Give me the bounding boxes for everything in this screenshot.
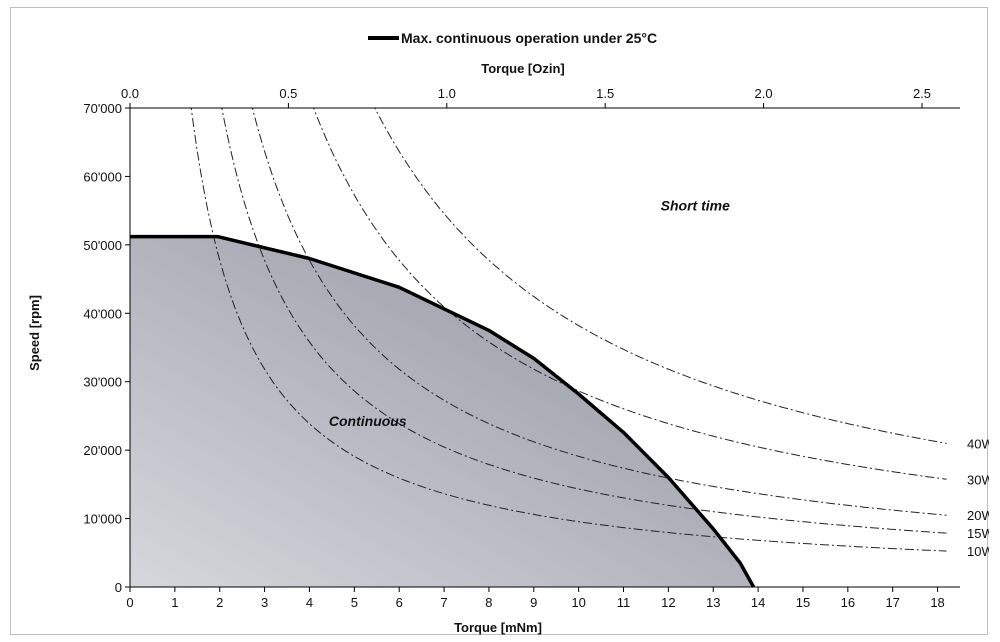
x-tick-label: 5 [351, 595, 358, 610]
series-label-30w: 30W [967, 472, 989, 487]
y-tick-label: 60'000 [83, 169, 122, 184]
legend-label: Max. continuous operation under 25°C [401, 30, 657, 46]
x-tick-label: 11 [617, 595, 631, 610]
power-curve-30w [313, 108, 947, 480]
x-tick-label: 6 [396, 595, 403, 610]
continuous-region-fill [130, 236, 754, 587]
x-tick-label: 10 [571, 595, 585, 610]
power-curve-40w [374, 108, 947, 444]
x-tick-label: 4 [306, 595, 313, 610]
x-tick-label: 13 [706, 595, 720, 610]
series-labels: 10W 15W 20W 30W 40W [967, 436, 989, 559]
y-tick-label: 10'000 [83, 512, 122, 527]
x2-tick-label: 1.0 [438, 86, 456, 101]
region-labels: Continuous Short time [329, 198, 730, 430]
region-label-short-time: Short time [661, 198, 730, 214]
series-label-15w: 15W [967, 526, 989, 541]
series-label-40w: 40W [967, 436, 989, 451]
x-tick-label: 1 [171, 595, 178, 610]
series-label-20w: 20W [967, 508, 989, 523]
x-tick-label: 3 [261, 595, 268, 610]
power-curves [190, 108, 947, 552]
x-tick-label: 0 [126, 595, 133, 610]
x-tick-label: 17 [885, 595, 899, 610]
x-tick-label: 16 [841, 595, 855, 610]
axes [129, 107, 960, 588]
y-axis-ticks: 0 10'000 20'000 30'000 40'000 50'000 60'000 70'… [83, 101, 130, 595]
x2-tick-label: 2.0 [755, 86, 773, 101]
x-tick-label: 9 [530, 595, 537, 610]
y-tick-label: 30'000 [83, 375, 122, 390]
x-axis-title: Torque [mNm] [454, 620, 542, 635]
legend: Max. continuous operation under 25°C [368, 30, 657, 46]
y-tick-label: 20'000 [83, 443, 122, 458]
x2-tick-label: 1.5 [596, 86, 614, 101]
y-axis-title: Speed [rpm] [27, 295, 42, 371]
continuous-limit-line [130, 234, 756, 588]
x2-tick-label: 0.5 [279, 86, 297, 101]
x-tick-label: 7 [440, 595, 447, 610]
y-tick-label: 40'000 [83, 306, 122, 321]
x2-axis-ticks: 0.0 0.5 1.0 1.5 2.0 2.5 [121, 86, 931, 108]
x-tick-label: 8 [485, 595, 492, 610]
x-tick-label: 18 [930, 595, 944, 610]
x-tick-label: 2 [216, 595, 223, 610]
x-tick-label: 14 [751, 595, 765, 610]
series-label-10w: 10W [967, 544, 989, 559]
y-tick-label: 50'000 [83, 238, 122, 253]
y-tick-label: 0 [115, 580, 122, 595]
x-tick-label: 12 [661, 595, 675, 610]
power-curve-15w [221, 108, 947, 534]
power-curve-20w [251, 108, 947, 516]
x2-axis-title: Torque [Ozin] [481, 61, 565, 76]
x2-tick-label: 0.0 [121, 86, 139, 101]
power-curve-10w [190, 108, 947, 552]
region-label-continuous: Continuous [329, 413, 407, 429]
x2-tick-label: 2.5 [913, 86, 931, 101]
y-tick-label: 70'000 [83, 101, 122, 116]
x-axis-ticks: 0 1 2 3 4 5 6 7 8 9 10 11 12 13 14 15 16 17 18 [126, 587, 945, 610]
x-tick-label: 15 [796, 595, 810, 610]
